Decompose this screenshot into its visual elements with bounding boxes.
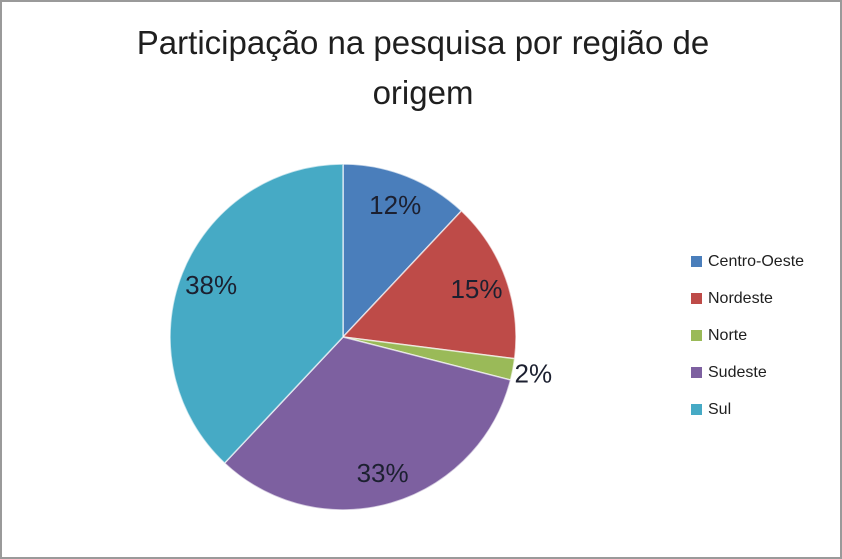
legend-label-nordeste: Nordeste (708, 289, 773, 307)
legend-swatch-centro-oeste (691, 256, 702, 267)
legend-label-sul: Sul (708, 400, 732, 418)
legend-swatch-sul (691, 404, 702, 415)
pie-slice-sul (169, 163, 344, 465)
pie-label-norte: 2% (515, 358, 553, 388)
legend-swatch-sudeste (691, 367, 702, 378)
legend-item-centro-oeste: Centro-Oeste (691, 243, 804, 280)
chart-title: Participação na pesquisa por região de o… (136, 24, 710, 111)
pie-slice-nordeste (341, 209, 517, 360)
pie-label-centro-oeste: 12% (369, 190, 421, 220)
pie-label-sul: 38% (185, 270, 237, 300)
pie-slice-centro-oeste (342, 163, 463, 339)
legend: Centro-Oeste Nordeste Norte Sudeste Sul (691, 243, 804, 428)
legend-swatch-norte (691, 330, 702, 341)
legend-label-centro-oeste: Centro-Oeste (708, 252, 805, 270)
pie-label-nordeste: 15% (450, 274, 502, 304)
pie-label-sudeste: 33% (357, 458, 409, 488)
legend-item-sudeste: Sudeste (691, 354, 804, 391)
legend-item-sul: Sul (691, 391, 804, 428)
pie-slice-sudeste (223, 336, 512, 511)
legend-item-nordeste: Nordeste (691, 280, 804, 317)
legend-swatch-nordeste (691, 293, 702, 304)
legend-label-sudeste: Sudeste (708, 363, 767, 381)
legend-label-norte: Norte (708, 326, 748, 344)
legend-item-norte: Norte (691, 317, 804, 354)
